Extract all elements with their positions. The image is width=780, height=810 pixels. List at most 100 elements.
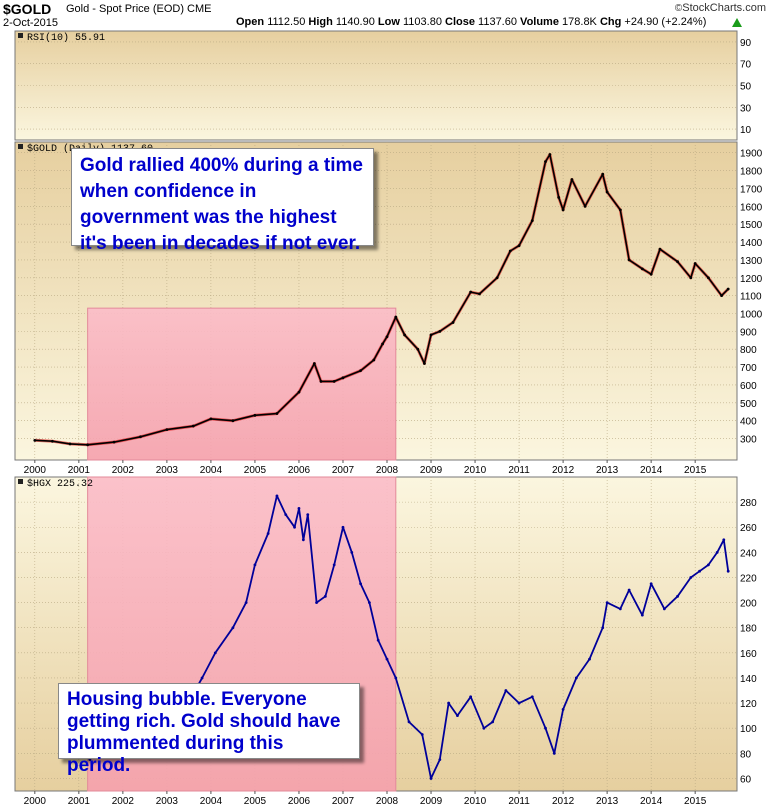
gold-panel-xtick-label: 2008 [376, 465, 399, 476]
hgx-data-point [504, 689, 508, 692]
hgx-data-point [244, 601, 248, 604]
hgx-data-point [544, 726, 547, 730]
hgx-data-point [376, 638, 380, 642]
low-value: 1103.80 [402, 16, 442, 28]
rsi-panel-ytick-label: 90 [740, 38, 752, 49]
hgx-data-point [469, 695, 473, 699]
hgx-panel-xtick-label: 2006 [288, 796, 311, 807]
open-value: 1112.50 [267, 16, 306, 28]
hgx-data-point [722, 538, 726, 542]
gold-annotation: Gold rallied 400% during a time when con… [71, 148, 374, 254]
gold-data-point [332, 379, 336, 383]
gold-data-point [469, 290, 473, 294]
symbol-description: Gold - Spot Price (EOD) CME [66, 3, 212, 15]
gold-data-point [191, 424, 195, 428]
gold-data-point [416, 347, 420, 351]
description-text: Gold - Spot Price (EOD) [66, 3, 184, 15]
hgx-panel-xtick-label: 2012 [552, 796, 575, 807]
gold-data-point [544, 160, 547, 164]
gold-data-point [583, 204, 587, 208]
hgx-data-point [394, 676, 398, 680]
gold-data-point [720, 294, 723, 298]
volume-label: Volume [520, 16, 559, 28]
hgx-data-point [332, 563, 336, 567]
volume-value: 178.8K [562, 16, 597, 28]
hgx-data-point [726, 569, 730, 573]
gold-panel-ytick-label: 1000 [740, 310, 763, 321]
hgx-panel-ytick-label: 200 [740, 599, 757, 610]
gold-data-point [508, 249, 512, 253]
low-label: Low [377, 16, 400, 28]
hgx-data-point [213, 651, 217, 655]
hgx-panel-ytick-label: 260 [740, 523, 757, 534]
hgx-panel-ytick-label: 100 [740, 724, 757, 735]
gold-data-point [403, 333, 407, 337]
hgx-panel-xtick-label: 2011 [508, 796, 530, 807]
gold-data-point [253, 413, 257, 417]
gold-data-point [693, 262, 697, 265]
hgx-data-point [601, 626, 605, 630]
rsi-panel-ytick-label: 70 [740, 60, 752, 71]
rsi-panel-ytick-label: 30 [740, 103, 752, 114]
gold-panel-xtick-label: 2001 [68, 465, 91, 476]
hgx-panel-legend-label: $HGX 225.32 [27, 478, 93, 490]
rsi-panel-legend-label: RSI(10) 55.91 [27, 32, 105, 44]
symbol: $GOLD [3, 1, 52, 17]
hgx-data-point [698, 569, 701, 573]
gold-data-point [601, 172, 605, 176]
chg-label: Chg [599, 16, 622, 28]
hgx-data-point [200, 676, 204, 680]
hgx-data-point [231, 626, 235, 630]
hgx-panel-ytick-label: 160 [740, 649, 757, 660]
gold-data-point [312, 362, 316, 365]
hgx-panel-xtick-label: 2000 [24, 796, 47, 807]
hgx-data-point [275, 494, 279, 498]
hgx-data-point [491, 720, 495, 724]
hgx-panel-xtick-label: 2015 [684, 796, 707, 807]
exchange: CME [187, 3, 212, 15]
hgx-data-point [706, 563, 710, 567]
gold-data-point [570, 178, 574, 181]
gold-data-point [372, 358, 376, 362]
gold-data-point [605, 190, 609, 194]
hgx-data-point [385, 657, 389, 661]
gold-data-point [557, 195, 561, 199]
hgx-panel-xtick-label: 2007 [332, 796, 355, 807]
up-triangle-icon [732, 18, 742, 27]
hgx-data-point [341, 525, 345, 529]
gold-panel-xtick-label: 2009 [420, 465, 443, 476]
gold-data-point [394, 315, 398, 319]
hgx-panel-xtick-label: 2008 [376, 796, 399, 807]
gold-data-point [726, 287, 730, 291]
gold-data-point [319, 379, 323, 383]
hgx-data-point [662, 607, 666, 611]
hgx-data-point [517, 701, 521, 705]
gold-panel-xtick-label: 2012 [552, 465, 575, 476]
hgx-data-point [429, 777, 433, 780]
hgx-panel-ytick-label: 240 [740, 548, 757, 559]
gold-data-point [640, 267, 644, 271]
hgx-panel-ytick-label: 220 [740, 573, 757, 584]
close-value: 1137.60 [478, 16, 517, 28]
hgx-data-point [530, 695, 534, 699]
hgx-panel-xtick-label: 2009 [420, 796, 443, 807]
hgx-data-point [367, 601, 371, 604]
hgx-data-point [359, 582, 362, 586]
high-value: 1140.90 [335, 16, 375, 28]
close-label: Close [445, 16, 475, 28]
gold-panel-ytick-label: 800 [740, 345, 757, 356]
gold-panel-ytick-label: 900 [740, 327, 757, 338]
hgx-panel-ytick-label: 80 [740, 749, 752, 760]
gold-data-point [517, 244, 521, 248]
hgx-data-point [447, 701, 451, 705]
chg-value: +24.90 (+2.24%) [624, 16, 707, 28]
gold-panel-xtick-label: 2003 [156, 465, 179, 476]
hgx-panel-ytick-label: 180 [740, 624, 757, 635]
hgx-data-point [627, 588, 631, 592]
gold-data-point [561, 208, 565, 212]
hgx-panel-xtick-label: 2013 [596, 796, 619, 807]
hgx-data-point [293, 525, 296, 529]
gold-data-point [658, 247, 662, 251]
hgx-panel-xtick-label: 2003 [156, 796, 179, 807]
gold-panel-ytick-label: 700 [740, 363, 757, 374]
